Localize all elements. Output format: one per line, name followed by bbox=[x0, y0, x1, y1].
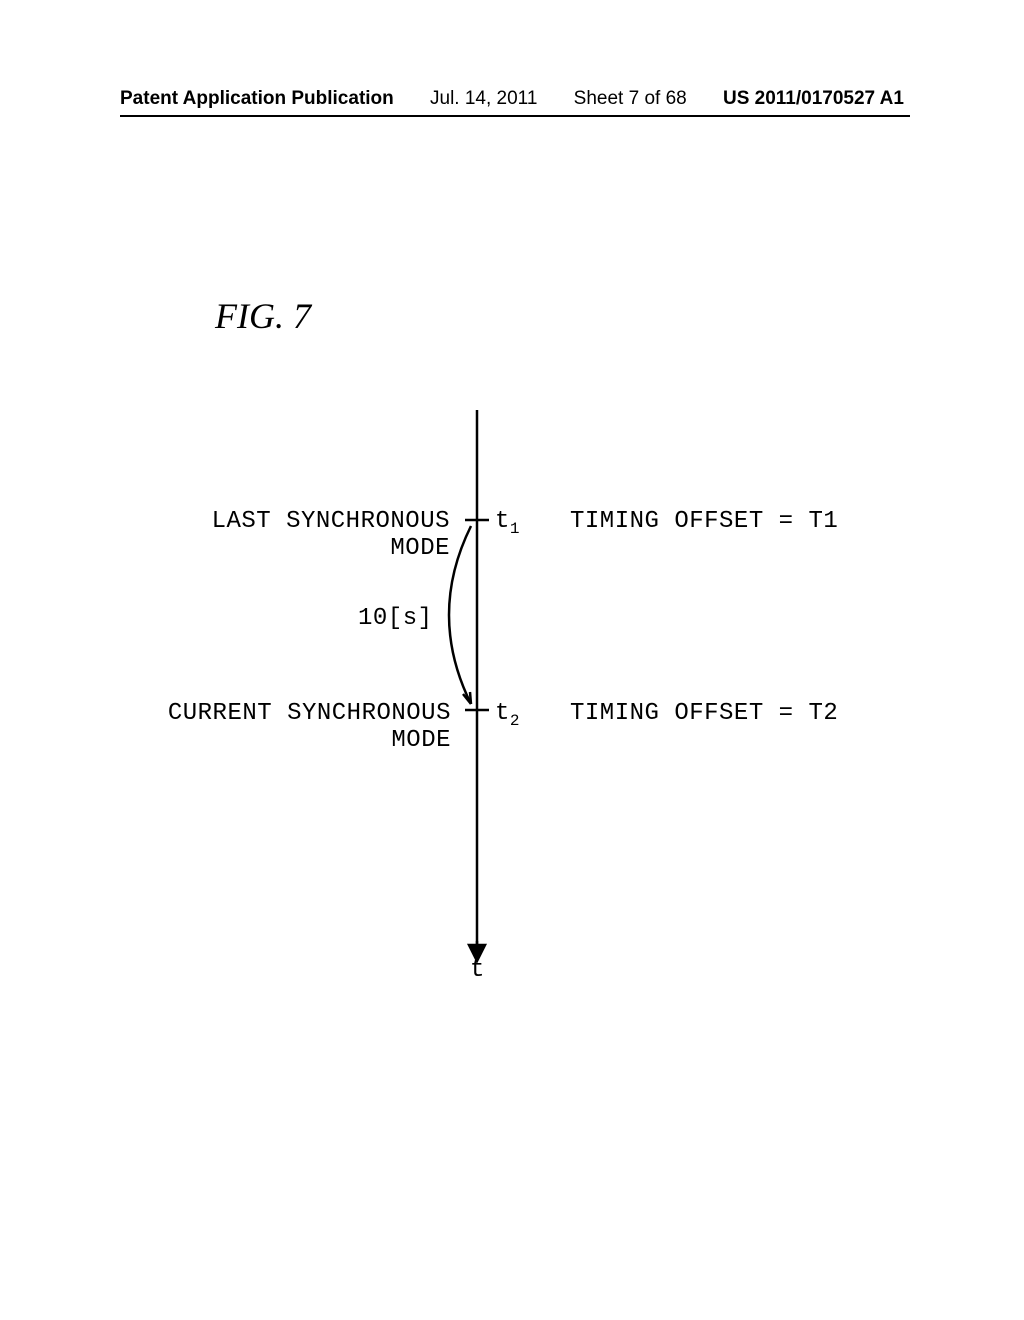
time-axis-label: t bbox=[470, 957, 485, 984]
header-sheet-number: Sheet 7 of 68 bbox=[574, 88, 687, 110]
last-sync-mode-label: LAST SYNCHRONOUS MODE bbox=[145, 508, 450, 562]
header-date: Jul. 14, 2011 bbox=[430, 88, 537, 110]
t1-letter: t bbox=[495, 508, 510, 535]
header-divider bbox=[120, 115, 910, 117]
timing-offset-1-label: TIMING OFFSET = T1 bbox=[570, 508, 838, 535]
t2-label: t2 bbox=[495, 700, 520, 730]
header-publication-number: US 2011/0170527 A1 bbox=[723, 88, 904, 110]
timing-offset-2-label: TIMING OFFSET = T2 bbox=[570, 700, 838, 727]
t2-letter: t bbox=[495, 700, 510, 727]
timing-diagram-svg bbox=[120, 405, 910, 965]
current-sync-mode-label: CURRENT SYNCHRONOUS MODE bbox=[106, 700, 451, 754]
figure-label: FIG. 7 bbox=[215, 295, 311, 337]
t1-label: t1 bbox=[495, 508, 520, 538]
t1-subscript: 1 bbox=[510, 520, 520, 538]
t2-subscript: 2 bbox=[510, 712, 520, 730]
header-publication-type: Patent Application Publication bbox=[120, 88, 394, 110]
timing-diagram bbox=[120, 405, 910, 965]
interval-label: 10[s] bbox=[358, 605, 433, 632]
page-header: Patent Application Publication Jul. 14, … bbox=[0, 88, 1024, 110]
